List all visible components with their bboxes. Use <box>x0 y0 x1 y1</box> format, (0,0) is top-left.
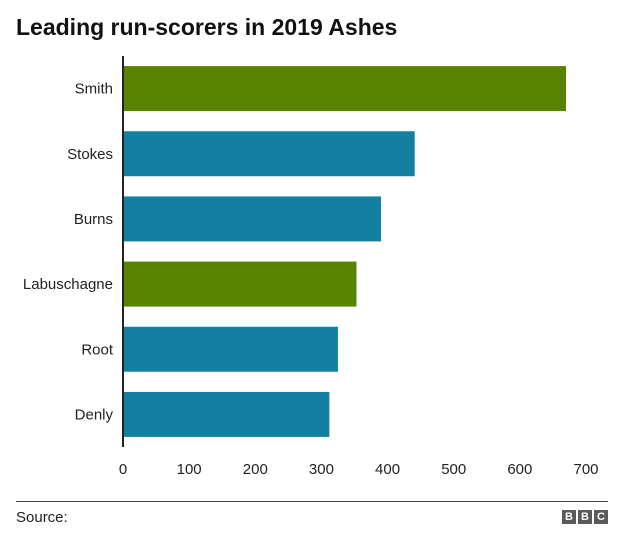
x-tick-label: 0 <box>119 461 127 478</box>
x-tick-label: 600 <box>507 461 532 478</box>
chart-title: Leading run-scorers in 2019 Ashes <box>16 14 398 40</box>
category-label-burns: Burns <box>74 211 113 228</box>
x-tick-label: 500 <box>441 461 466 478</box>
bbc-logo-letter: B <box>562 510 576 524</box>
category-label-denly: Denly <box>75 406 114 423</box>
bar-root <box>123 326 338 372</box>
bbc-logo-letter: B <box>578 510 592 524</box>
x-axis-ticks: 0 100 200 300 400 500 600 700 <box>119 461 599 478</box>
source-label: Source: <box>16 509 68 526</box>
x-tick-label: 400 <box>375 461 400 478</box>
bars-layer <box>123 66 566 437</box>
x-tick-label: 100 <box>177 461 202 478</box>
bar-denly <box>123 391 330 437</box>
bar-labuschagne <box>123 261 357 307</box>
x-tick-label: 300 <box>309 461 334 478</box>
bar-smith <box>123 66 566 112</box>
category-label-smith: Smith <box>75 81 113 98</box>
category-label-root: Root <box>81 341 114 358</box>
x-tick-label: 700 <box>573 461 598 478</box>
bar-stokes <box>123 131 415 177</box>
footer-divider <box>16 501 608 502</box>
bbc-logo: B B C <box>562 510 608 524</box>
bar-burns <box>123 196 381 242</box>
x-tick-label: 200 <box>243 461 268 478</box>
category-labels: Smith Stokes Burns Labuschagne Root Denly <box>23 81 114 424</box>
category-label-labuschagne: Labuschagne <box>23 276 113 293</box>
category-label-stokes: Stokes <box>67 146 113 163</box>
bbc-logo-letter: C <box>594 510 608 524</box>
